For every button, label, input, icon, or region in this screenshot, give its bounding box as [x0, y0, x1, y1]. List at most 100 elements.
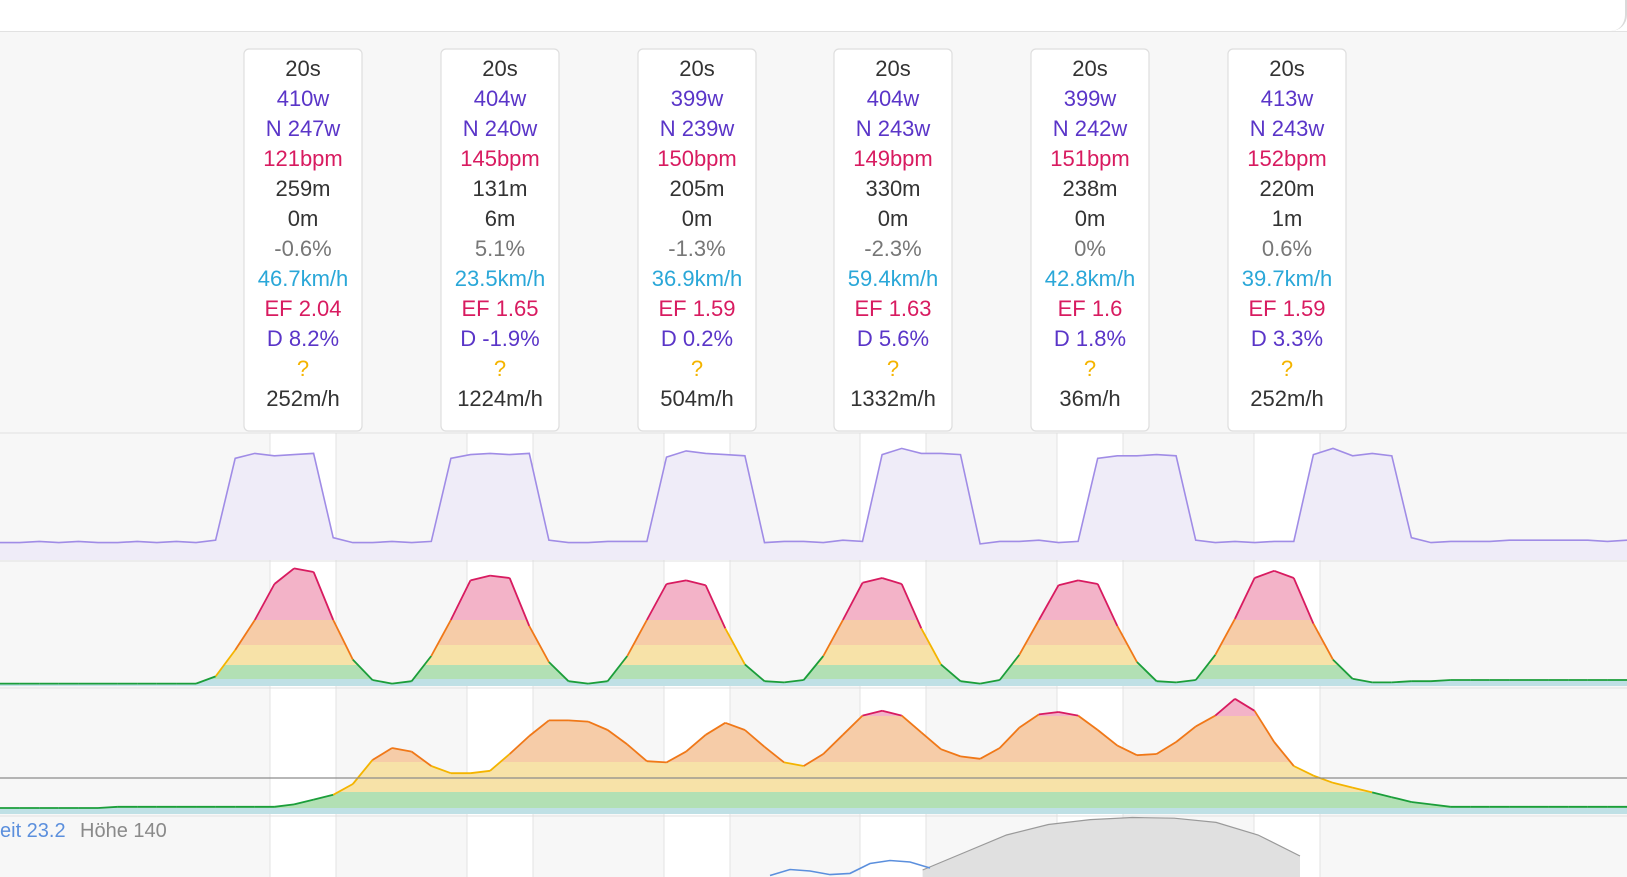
zone-line-segment	[1352, 786, 1373, 794]
zone-line-segment	[450, 580, 472, 621]
interval-grade: -2.3%	[864, 236, 921, 261]
zone-line-segment	[1136, 661, 1158, 682]
zone-line-segment	[411, 750, 432, 767]
interval-elevation: 1m	[1272, 206, 1303, 231]
zone-line-segment	[1371, 791, 1392, 799]
zone-line-segment	[352, 658, 374, 681]
interval-card-box	[243, 48, 363, 432]
zone-line-segment	[254, 583, 276, 621]
zone-line-segment	[1292, 577, 1315, 624]
zone-line-segment	[568, 680, 589, 685]
zone-line-segment	[744, 663, 766, 682]
interval-grade: -1.3%	[668, 236, 725, 261]
zone-line-segment	[1116, 744, 1138, 757]
interval-card[interactable]: 20s 404w N 240w 145bpm 131m 6m 5.1% 23.5km/h EF …	[440, 48, 560, 432]
interval-ef: EF 1.65	[461, 296, 538, 321]
interval-decoupling: D 0.2%	[661, 326, 733, 351]
interval-duration: 20s	[875, 56, 910, 81]
interval-ef: EF 2.04	[264, 296, 341, 321]
zone-line-segment	[1018, 713, 1040, 729]
zone-line-segment	[606, 655, 628, 682]
zone-line-segment	[587, 680, 608, 685]
interval-card[interactable]: 20s 399w N 239w 150bpm 205m 0m -1.3% 36.9km/h EF…	[637, 48, 757, 432]
interval-duration: 20s	[285, 56, 320, 81]
interval-np: N 243w	[1250, 116, 1325, 141]
zone-line-segment	[1176, 679, 1196, 684]
zone-line-segment	[705, 722, 726, 736]
zone-line-segment	[1411, 801, 1432, 806]
zone-line-segment	[1038, 711, 1059, 716]
interval-speed: 36.9km/h	[652, 266, 743, 291]
zone-line-segment	[372, 679, 393, 685]
zone-line-segment	[783, 761, 804, 767]
interval-power: 404w	[474, 86, 527, 111]
zone-line-segment	[1038, 584, 1060, 621]
zone-band	[0, 792, 1627, 808]
interval-vam: 1224m/h	[457, 386, 543, 411]
zone-line-segment	[724, 627, 746, 665]
interval-np: N 247w	[266, 116, 341, 141]
zone-line-segment	[744, 729, 766, 748]
zone-line-segment	[881, 709, 902, 717]
zone-line-segment	[666, 750, 687, 764]
zone-line-segment	[1253, 710, 1275, 743]
interval-elevation: 0m	[288, 206, 319, 231]
interval-grade: 0%	[1074, 236, 1106, 261]
zone-line-segment	[626, 743, 648, 762]
speed-line	[769, 859, 931, 877]
zone-line-segment	[274, 803, 295, 808]
interval-card[interactable]: 20s 399w N 242w 151bpm 238m 0m 0% 42.8km/h EF 1.…	[1030, 48, 1150, 432]
interval-power: 413w	[1261, 86, 1314, 111]
interval-np: N 243w	[856, 116, 931, 141]
zone-line-segment	[391, 747, 412, 753]
zone-line-segment	[1293, 765, 1314, 777]
zone-line-segment	[587, 720, 609, 731]
zone-line-segment	[293, 798, 314, 806]
zone-line-segment	[430, 765, 452, 775]
zone-line-segment	[803, 655, 824, 681]
interval-flag: ?	[494, 356, 506, 381]
altitude-line	[922, 816, 1301, 871]
altitude-panel: eit 23.2 Höhe 140	[0, 816, 1301, 877]
interval-np: N 239w	[660, 116, 735, 141]
zone-line-segment	[842, 714, 864, 736]
interval-distance: 131m	[472, 176, 527, 201]
altitude-area	[922, 817, 1300, 877]
interval-hr: 121bpm	[263, 146, 343, 171]
zone-line-segment	[1430, 679, 1451, 683]
zone-band	[0, 808, 1627, 814]
zone-line-segment	[1195, 714, 1216, 728]
zone-line-segment	[842, 582, 864, 621]
zone-line-segment	[626, 619, 648, 657]
interval-card[interactable]: 20s 404w N 243w 149bpm 330m 0m -2.3% 59.4km/h EF…	[833, 48, 953, 432]
interval-distance: 205m	[669, 176, 724, 201]
interval-ef: EF 1.59	[1248, 296, 1325, 321]
interval-card[interactable]: 20s 413w N 243w 152bpm 220m 1m 0.6% 39.7km/h EF …	[1227, 48, 1347, 432]
zone-line-segment	[430, 619, 452, 657]
panel-corner	[1587, 0, 1627, 31]
interval-flag: ?	[1281, 356, 1293, 381]
zone-line-segment	[509, 735, 530, 755]
zone-line-segment	[1332, 658, 1354, 680]
interval-distance: 238m	[1062, 176, 1117, 201]
zone-line-segment	[489, 753, 511, 772]
zone-line-segment	[1018, 619, 1040, 656]
zone-line-segment	[273, 567, 295, 585]
interval-vam: 504m/h	[660, 386, 733, 411]
interval-power: 399w	[671, 86, 724, 111]
zone-line-segment	[508, 577, 531, 627]
interval-duration: 20s	[1072, 56, 1107, 81]
zone-line-segment	[391, 680, 412, 685]
zone-line-segment	[1077, 579, 1098, 585]
zone-line-segment	[470, 769, 491, 775]
zone-line-segment	[371, 747, 393, 761]
zone-line-segment	[862, 709, 883, 717]
interval-card[interactable]: 20s 410w N 247w 121bpm 259m 0m -0.6% 46.7km/h EF…	[243, 48, 363, 432]
interval-decoupling: D -1.9%	[460, 326, 539, 351]
interval-elevation: 0m	[878, 206, 909, 231]
zone-line-segment	[764, 680, 785, 684]
zone-line-segment	[1214, 618, 1236, 656]
zone-line-segment	[646, 583, 668, 621]
zone-line-segment	[97, 805, 118, 809]
interval-speed: 42.8km/h	[1045, 266, 1136, 291]
